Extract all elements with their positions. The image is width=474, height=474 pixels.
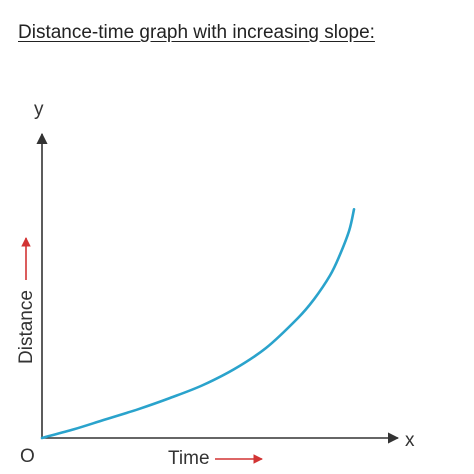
series-line — [40, 208, 356, 440]
page-title: Distance-time graph with increasing slop… — [18, 22, 375, 43]
x-axis-title: Time — [168, 448, 210, 469]
y-axis-title: Distance — [16, 290, 37, 364]
x-axis-letter: x — [405, 430, 415, 451]
y-axis-letter: y — [34, 99, 44, 120]
origin-label: O — [20, 446, 35, 467]
